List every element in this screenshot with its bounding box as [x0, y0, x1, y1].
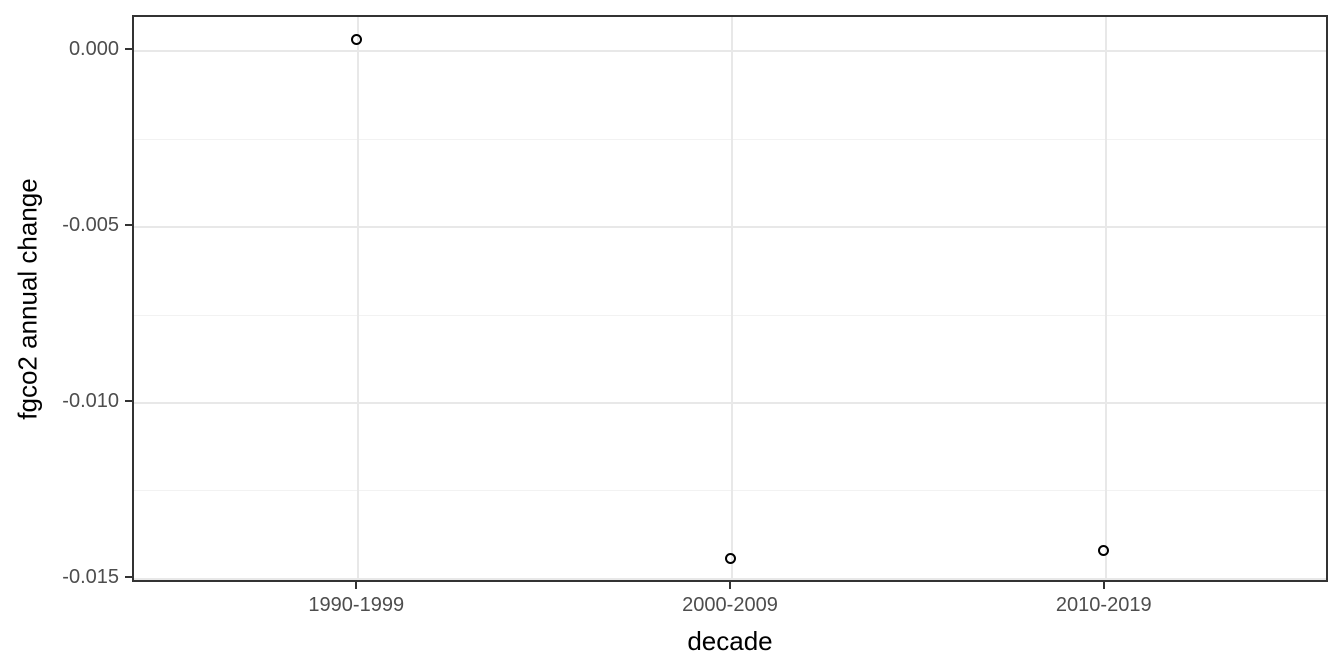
gridline-major-x	[731, 17, 733, 580]
x-tick-mark	[1102, 582, 1105, 589]
gridline-major-x	[1104, 17, 1107, 580]
y-tick-mark	[125, 224, 132, 227]
x-tick-mark	[729, 582, 731, 589]
gridline-major-y	[134, 50, 1326, 53]
x-tick-label: 1990-1999	[308, 594, 405, 616]
y-tick-mark	[125, 48, 132, 51]
gridline-minor-y	[134, 490, 1326, 492]
x-tick-mark	[355, 582, 358, 589]
y-tick-label: 0.000	[68, 38, 119, 61]
gridline-major-y	[134, 577, 1326, 580]
y-tick-mark	[125, 399, 132, 402]
y-tick-label: -0.005	[62, 214, 119, 237]
gridline-minor-y	[134, 314, 1326, 316]
y-tick-label: -0.015	[62, 565, 119, 588]
gridline-major-x	[357, 17, 360, 580]
y-axis-title: fgco2 annual change	[12, 178, 43, 420]
y-tick-label: -0.010	[62, 389, 119, 412]
data-point	[350, 34, 362, 46]
x-tick-label: 2000-2009	[682, 594, 778, 616]
gridline-minor-y	[134, 138, 1326, 140]
x-axis-title: decade	[687, 626, 773, 656]
data-point	[724, 553, 736, 565]
y-tick-mark	[125, 575, 132, 578]
gridline-major-y	[134, 401, 1326, 404]
x-tick-label: 2010-2019	[1055, 594, 1152, 616]
plot-panel	[132, 15, 1328, 582]
gridline-major-y	[134, 226, 1326, 229]
data-point	[1098, 544, 1110, 556]
